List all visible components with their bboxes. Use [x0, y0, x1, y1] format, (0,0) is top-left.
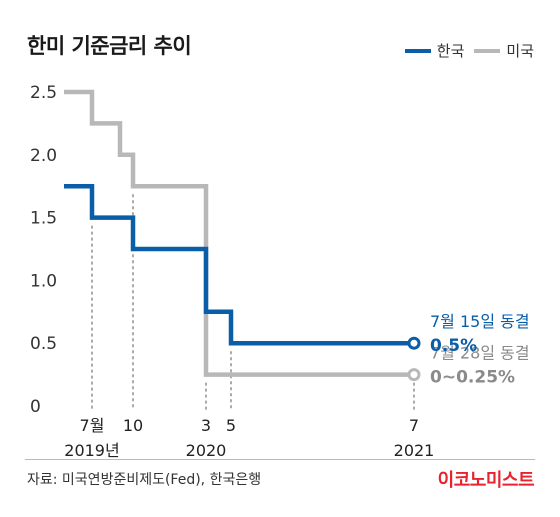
legend: 한국 미국 [404, 40, 534, 61]
x-year-label: 2021 [394, 441, 435, 460]
chart-title: 한미 기준금리 추이 [27, 34, 192, 58]
y-tick-label: 2.5 [30, 83, 57, 103]
end-label-us-desc: 7월 28일 동결 [430, 344, 530, 363]
series-line-us [64, 89, 414, 377]
x-year-label: 2020 [186, 441, 227, 460]
legend-swatch-us [474, 48, 501, 53]
footer-divider [25, 459, 535, 460]
end-label-korea-desc: 7월 15일 동결 [430, 312, 530, 331]
x-tick-label: 7월 [80, 416, 105, 435]
x-year-label: 2019년 [64, 441, 119, 460]
x-tick-label: 7 [409, 416, 419, 435]
y-tick-label: 1.0 [30, 271, 57, 291]
y-tick-label: 2.0 [30, 146, 57, 166]
x-tick-label: 10 [123, 416, 143, 435]
brand-logo: 이코노미스트 [437, 470, 535, 491]
series-line-korea [64, 183, 414, 346]
legend-label-korea: 한국 [436, 42, 465, 60]
legend-swatch-korea [404, 48, 431, 53]
end-label-korea-value: 0.5% [430, 336, 477, 356]
x-tick-label: 5 [226, 416, 236, 435]
y-tick-label: 0 [30, 397, 41, 417]
x-tick-label: 3 [201, 416, 211, 435]
end-label-us-value: 0~0.25% [430, 368, 515, 388]
legend-item-korea: 한국 [404, 40, 465, 61]
end-marker-us [407, 368, 421, 382]
legend-item-us: 미국 [474, 40, 534, 61]
y-tick-label: 0.5 [30, 334, 57, 354]
y-tick-label: 1.5 [30, 209, 57, 229]
legend-label-us: 미국 [506, 42, 534, 60]
end-marker-korea [407, 336, 421, 350]
source-note: 자료: 미국연방준비제도(Fed), 한국은행 [27, 472, 262, 488]
